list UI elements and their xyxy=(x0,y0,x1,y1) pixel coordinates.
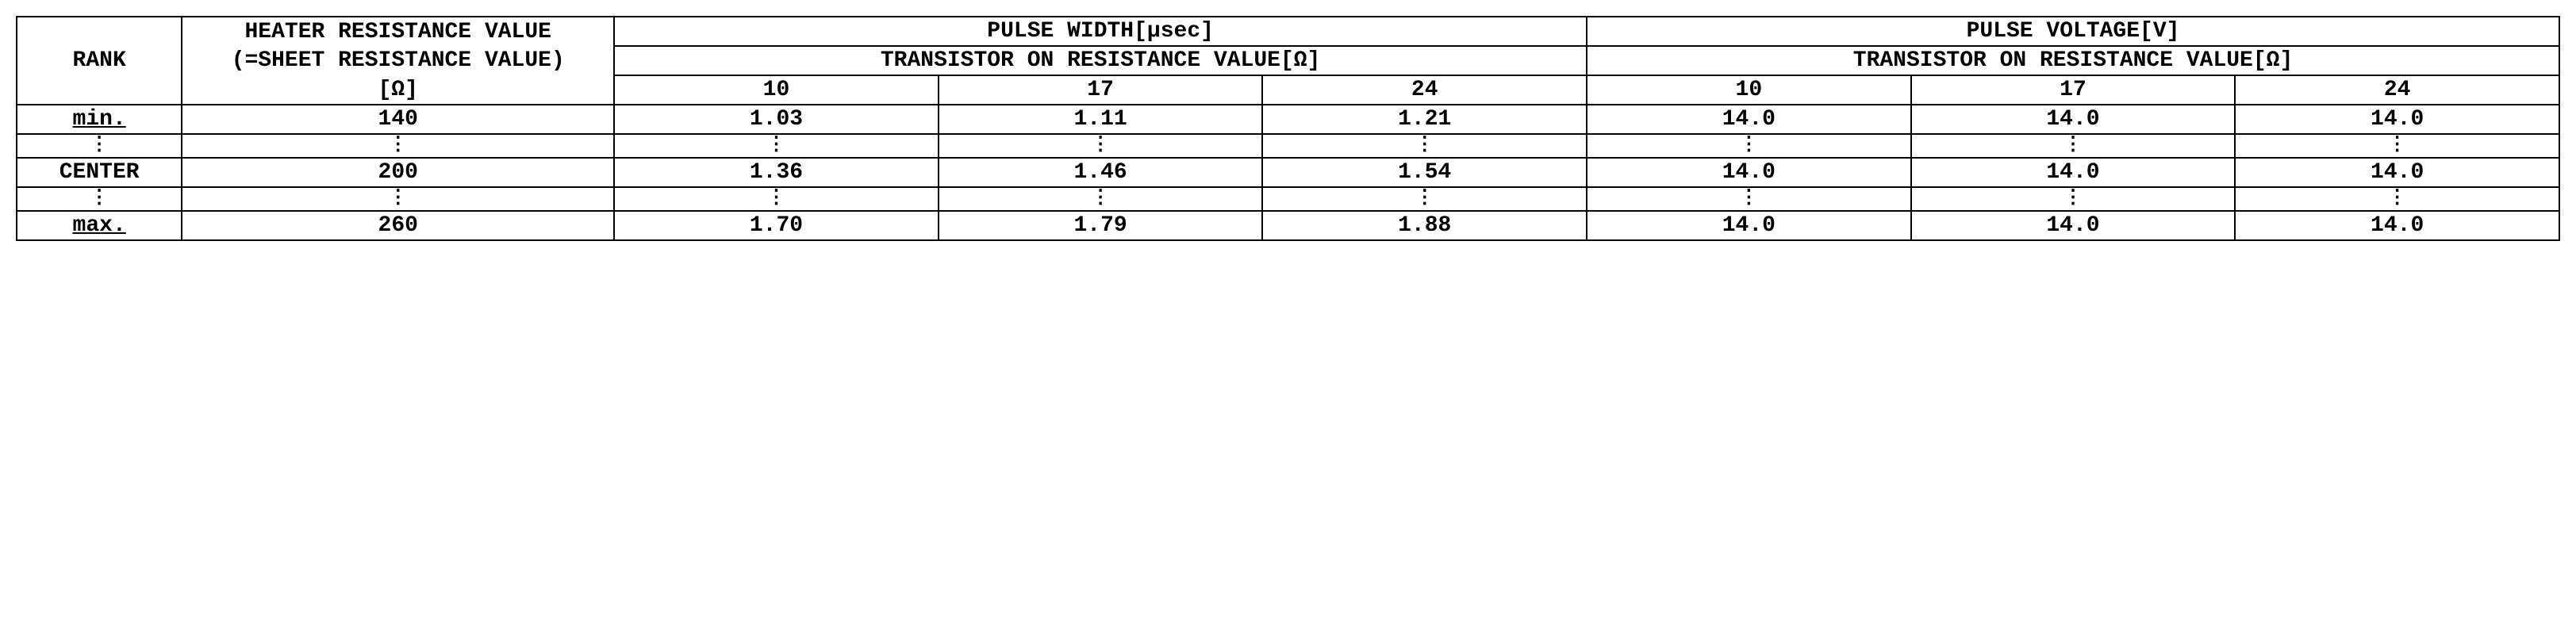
cell-rank: CENTER xyxy=(17,158,182,187)
cell-rank: max. xyxy=(17,211,182,240)
cell-heater: ⋮ xyxy=(182,134,614,158)
table-row: min. 140 1.03 1.11 1.21 14.0 14.0 14.0 xyxy=(17,105,2559,134)
cell-rank: min. xyxy=(17,105,182,134)
cell-heater: 200 xyxy=(182,158,614,187)
cell-pv-1: 14.0 xyxy=(1911,105,2236,134)
header-rank: RANK xyxy=(17,17,182,105)
cell-pw-1: 1.11 xyxy=(939,105,1263,134)
header-sub-width-0: 10 xyxy=(614,75,939,105)
cell-pv-2: 14.0 xyxy=(2235,158,2559,187)
cell-pw-2: ⋮ xyxy=(1262,134,1587,158)
cell-rank: ⋮ xyxy=(17,187,182,211)
cell-pw-0: 1.70 xyxy=(614,211,939,240)
cell-pv-0: ⋮ xyxy=(1587,134,1911,158)
cell-pw-0: ⋮ xyxy=(614,134,939,158)
cell-pv-2: ⋮ xyxy=(2235,134,2559,158)
cell-pv-2: ⋮ xyxy=(2235,187,2559,211)
data-table: RANK HEATER RESISTANCE VALUE PULSE WIDTH… xyxy=(16,16,2560,241)
cell-pw-1: ⋮ xyxy=(939,187,1263,211)
cell-heater: 260 xyxy=(182,211,614,240)
cell-pv-1: ⋮ xyxy=(1911,134,2236,158)
cell-pv-0: 14.0 xyxy=(1587,105,1911,134)
header-heater-line2: (=SHEET RESISTANCE VALUE) xyxy=(182,46,614,75)
cell-pv-1: 14.0 xyxy=(1911,158,2236,187)
header-sub-voltage-1: 17 xyxy=(1911,75,2236,105)
header-sub-voltage-2: 24 xyxy=(2235,75,2559,105)
cell-pv-1: 14.0 xyxy=(1911,211,2236,240)
table-row: CENTER 200 1.36 1.46 1.54 14.0 14.0 14.0 xyxy=(17,158,2559,187)
header-heater-line1: HEATER RESISTANCE VALUE xyxy=(182,17,614,46)
cell-pw-0: 1.36 xyxy=(614,158,939,187)
table-row: ⋮ ⋮ ⋮ ⋮ ⋮ ⋮ ⋮ ⋮ xyxy=(17,134,2559,158)
header-pulse-width: PULSE WIDTH[μsec] xyxy=(614,17,1587,46)
cell-pw-0: 1.03 xyxy=(614,105,939,134)
cell-pw-0: ⋮ xyxy=(614,187,939,211)
cell-pv-0: 14.0 xyxy=(1587,211,1911,240)
cell-pw-2: 1.88 xyxy=(1262,211,1587,240)
cell-pw-1: 1.46 xyxy=(939,158,1263,187)
cell-pw-2: ⋮ xyxy=(1262,187,1587,211)
header-transistor-voltage: TRANSISTOR ON RESISTANCE VALUE[Ω] xyxy=(1587,46,2559,75)
cell-pv-1: ⋮ xyxy=(1911,187,2236,211)
cell-pv-2: 14.0 xyxy=(2235,105,2559,134)
header-row-3: [Ω] 10 17 24 10 17 24 xyxy=(17,75,2559,105)
cell-pv-0: 14.0 xyxy=(1587,158,1911,187)
cell-pw-2: 1.21 xyxy=(1262,105,1587,134)
table-row: max. 260 1.70 1.79 1.88 14.0 14.0 14.0 xyxy=(17,211,2559,240)
header-row-1: RANK HEATER RESISTANCE VALUE PULSE WIDTH… xyxy=(17,17,2559,46)
table-row: ⋮ ⋮ ⋮ ⋮ ⋮ ⋮ ⋮ ⋮ xyxy=(17,187,2559,211)
header-row-2: (=SHEET RESISTANCE VALUE) TRANSISTOR ON … xyxy=(17,46,2559,75)
header-sub-voltage-0: 10 xyxy=(1587,75,1911,105)
cell-pv-2: 14.0 xyxy=(2235,211,2559,240)
cell-pw-1: ⋮ xyxy=(939,134,1263,158)
header-transistor-width: TRANSISTOR ON RESISTANCE VALUE[Ω] xyxy=(614,46,1587,75)
cell-pv-0: ⋮ xyxy=(1587,187,1911,211)
cell-heater: 140 xyxy=(182,105,614,134)
header-sub-width-2: 24 xyxy=(1262,75,1587,105)
cell-rank: ⋮ xyxy=(17,134,182,158)
cell-heater: ⋮ xyxy=(182,187,614,211)
header-heater-line3: [Ω] xyxy=(182,75,614,105)
cell-pw-2: 1.54 xyxy=(1262,158,1587,187)
cell-pw-1: 1.79 xyxy=(939,211,1263,240)
header-sub-width-1: 17 xyxy=(939,75,1263,105)
header-pulse-voltage: PULSE VOLTAGE[V] xyxy=(1587,17,2559,46)
